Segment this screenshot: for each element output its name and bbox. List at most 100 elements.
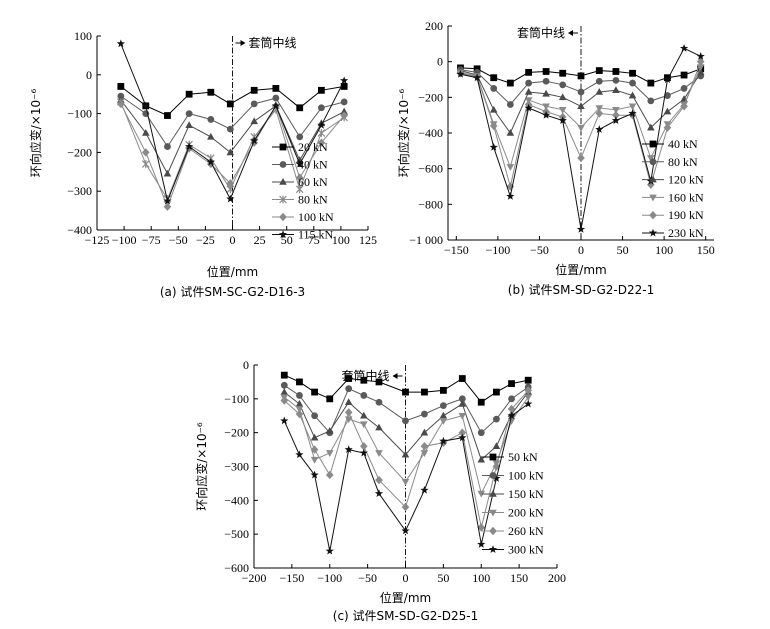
legend-entry: 100 kN <box>482 469 544 483</box>
data-point <box>326 395 334 403</box>
x-tick-label: −50 <box>358 571 377 585</box>
data-point <box>524 394 533 402</box>
legend-label: 300 kN <box>508 543 544 557</box>
x-tick-label: 75 <box>308 233 320 247</box>
data-point <box>325 546 334 555</box>
data-point <box>696 52 705 60</box>
data-point <box>185 90 193 98</box>
data-point <box>295 409 304 419</box>
series-50-kn <box>280 371 532 406</box>
annotation-arrowhead <box>568 30 573 36</box>
data-point <box>296 133 304 141</box>
x-tick-label: 50 <box>617 243 629 257</box>
data-point <box>141 148 150 157</box>
y-tick-label: −600 <box>418 162 443 176</box>
legend-marker <box>649 158 657 166</box>
data-point <box>185 144 193 153</box>
x-tick-label: 0 <box>403 571 409 585</box>
data-point <box>473 73 482 82</box>
data-point <box>489 121 498 131</box>
data-point <box>271 101 280 110</box>
data-point <box>477 429 485 437</box>
legend-label: 115 kN <box>298 228 334 242</box>
data-point <box>524 386 533 395</box>
series-300-kn <box>280 399 533 555</box>
data-point <box>360 411 368 419</box>
x-axis-label: 位置/mm <box>555 262 606 277</box>
data-point <box>647 97 655 105</box>
data-point <box>524 376 532 384</box>
data-point <box>374 489 384 498</box>
legend-entry: 50 kN <box>482 450 538 464</box>
data-point <box>559 81 567 89</box>
data-point <box>489 142 498 151</box>
data-point <box>375 378 383 386</box>
x-tick-label: 150 <box>510 571 528 585</box>
data-point <box>163 169 172 177</box>
legend-label: 190 kN <box>668 208 704 222</box>
data-point <box>439 386 447 394</box>
data-point <box>595 77 603 85</box>
legend-label: 150 kN <box>508 487 544 501</box>
data-point <box>117 99 125 109</box>
figure-caption: (a) 试件SM-SC-G2-D16-3 <box>160 284 305 299</box>
data-point <box>647 155 655 162</box>
data-point <box>577 72 585 80</box>
legend-label: 160 kN <box>668 190 704 204</box>
data-point <box>458 399 467 407</box>
series-200-kn <box>280 394 533 498</box>
y-tick-label: 200 <box>425 19 443 33</box>
legend-marker <box>488 545 498 553</box>
y-tick-label: −600 <box>224 561 249 575</box>
data-point <box>595 125 604 133</box>
y-tick-label: 0 <box>243 358 249 372</box>
data-point <box>696 68 705 76</box>
data-point <box>458 428 467 437</box>
y-tick-label: −200 <box>418 90 443 104</box>
data-point <box>558 107 567 114</box>
legend-entry: 80 kN <box>272 193 328 207</box>
data-point <box>524 103 533 112</box>
data-point <box>576 225 586 233</box>
data-point <box>401 450 410 458</box>
x-tick-label: 100 <box>332 233 350 247</box>
data-point <box>525 68 533 76</box>
series-20-kn <box>117 83 348 119</box>
data-point <box>421 410 428 418</box>
data-point <box>360 442 368 451</box>
legend-entry: 300 kN <box>482 543 544 557</box>
y-tick-label: −1 000 <box>409 233 443 247</box>
data-point <box>558 93 567 101</box>
data-point <box>507 404 516 414</box>
legend-label: 40 kN <box>298 158 328 172</box>
data-point <box>310 470 319 479</box>
data-point <box>612 76 620 84</box>
data-point <box>272 84 280 92</box>
legend-label: 100 kN <box>298 210 334 224</box>
legend-marker <box>649 140 657 148</box>
data-point <box>493 415 500 423</box>
figure-caption: (b) 试件SM-SD-G2-D22-1 <box>508 282 654 297</box>
data-point <box>559 69 567 77</box>
data-point <box>473 65 481 73</box>
x-axis-label: 位置/mm <box>380 590 431 605</box>
data-point <box>477 523 486 532</box>
legend-entry: 190 kN <box>642 208 704 222</box>
data-point <box>477 490 486 498</box>
data-point <box>340 76 349 85</box>
data-point <box>340 107 348 115</box>
legend-marker <box>278 230 288 238</box>
data-point <box>280 371 288 379</box>
y-tick-label: 100 <box>74 29 92 43</box>
legend-marker <box>279 161 287 168</box>
data-point <box>490 85 498 92</box>
data-point <box>325 470 334 480</box>
data-point <box>508 395 515 403</box>
data-point <box>164 143 171 150</box>
data-point <box>458 375 466 382</box>
annotation-label: 套筒中线 <box>517 25 565 40</box>
y-tick-label: −500 <box>224 527 249 541</box>
data-point <box>612 68 620 75</box>
data-point <box>310 456 319 464</box>
